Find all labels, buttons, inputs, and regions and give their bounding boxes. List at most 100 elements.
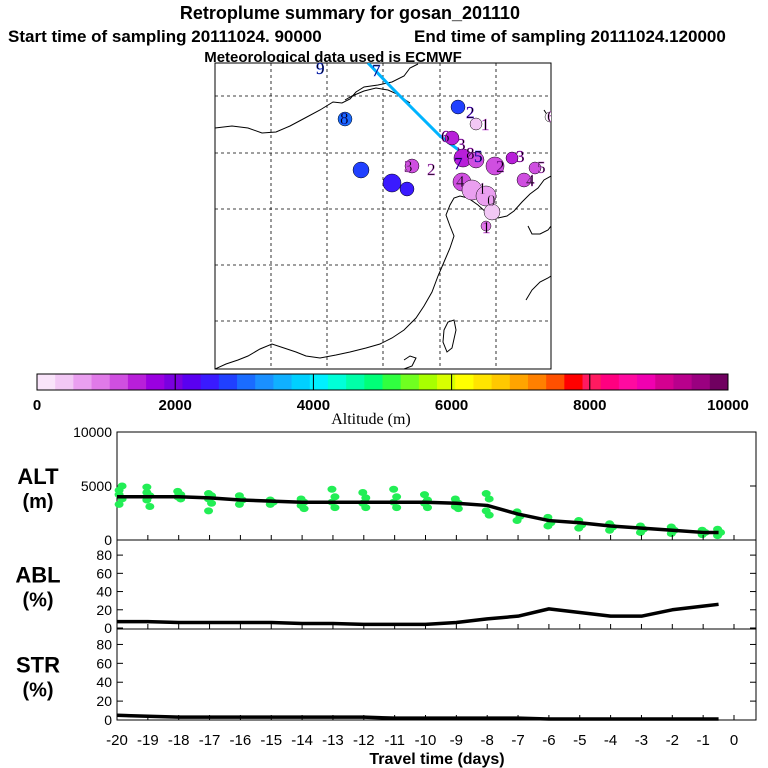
- colorbar-cell: [55, 374, 74, 390]
- colorbar-cell: [691, 374, 711, 390]
- centroid-marker: [485, 156, 505, 176]
- alt-scatter-point: [453, 505, 463, 513]
- colorbar-tick-label: 10000: [707, 397, 749, 414]
- alt-scatter-point: [114, 486, 124, 494]
- panel-yunit: (m): [22, 491, 53, 513]
- colorbar-cell: [255, 374, 274, 390]
- centroid-marker: [544, 111, 551, 123]
- alt-scatter-point: [484, 511, 494, 519]
- colorbar-cell: [346, 374, 365, 390]
- x-tick-label: -6: [542, 732, 555, 749]
- y-tick-label: 40: [96, 584, 112, 600]
- y-tick-label: 10000: [73, 424, 112, 440]
- panel-ylabel: STR: [16, 653, 60, 678]
- colorbar-tick-label: 2000: [159, 397, 192, 414]
- alt-scatter-point: [358, 488, 368, 496]
- panel-frame: [116, 431, 757, 541]
- y-tick-label: 20: [96, 693, 112, 709]
- x-axis-label: Travel time (days): [369, 751, 504, 768]
- colorbar-cell: [146, 374, 165, 390]
- plume-day-label: 6: [547, 107, 556, 126]
- y-tick-label: 40: [96, 674, 112, 690]
- colorbar-cell: [673, 374, 693, 390]
- abl-mean-line: [117, 602, 719, 627]
- plume-day-label: 2: [427, 160, 436, 179]
- centroid-marker: [337, 111, 353, 127]
- plume-day-label: 1: [481, 115, 490, 134]
- y-tick-label: 80: [96, 547, 112, 563]
- plume-day-label: 8: [466, 144, 475, 163]
- y-tick-label: 0: [104, 712, 112, 728]
- colorbar-cell: [200, 374, 220, 390]
- plume-day-label: 3: [404, 157, 413, 176]
- plume-day-label: 1: [482, 218, 491, 237]
- colorbar-cell: [309, 374, 329, 390]
- colorbar-cell: [637, 374, 656, 390]
- alt-scatter-point: [423, 504, 432, 512]
- centroid-marker: [450, 99, 466, 115]
- x-tick-label: -16: [230, 732, 252, 749]
- centroid-marker: [444, 130, 460, 146]
- plume-day-label: 3: [457, 135, 466, 154]
- panel-alt: 10000 5000 0 ALT(m): [17, 424, 757, 548]
- alt-scatter-point: [635, 528, 645, 536]
- colorbar-cell: [218, 374, 238, 390]
- colorbar-label: Altitude (m): [331, 411, 411, 428]
- alt-scatter-point: [330, 493, 340, 501]
- alt-scatter-point: [330, 504, 340, 512]
- alt-scatter-point: [299, 505, 309, 513]
- centroid-marker: [483, 203, 501, 221]
- alt-scatter-point: [392, 504, 402, 512]
- alt-scatter-point: [207, 499, 217, 507]
- colorbar-cell: [400, 374, 420, 390]
- alt-scatter-point: [361, 504, 371, 512]
- plume-day-label: 5: [537, 158, 546, 177]
- centroid-marker: [467, 151, 485, 169]
- colorbar-cell: [364, 374, 383, 390]
- alt-scatter-point: [392, 493, 402, 501]
- colorbar-cell: [164, 374, 183, 390]
- colorbar-cell: [237, 374, 256, 390]
- panel-str: 80 60 40 20 0 STR(%): [16, 628, 757, 728]
- alt-scatter-point: [605, 526, 615, 534]
- x-tick-label: -11: [384, 732, 405, 749]
- alt-scatter-point: [204, 507, 214, 515]
- centroid-marker: [475, 185, 497, 207]
- plume-day-label: 7: [454, 154, 463, 173]
- x-tick-label: -20: [106, 732, 128, 749]
- end-time-label: End time of sampling 20111024.120000: [414, 27, 726, 46]
- x-tick-label: -13: [322, 732, 344, 749]
- colorbar-cell: [109, 374, 129, 390]
- colorbar-cell: [127, 374, 147, 390]
- x-tick-label: -14: [291, 732, 313, 749]
- alt-scatter-point: [543, 522, 553, 530]
- centroid-marker: [352, 161, 370, 179]
- panel-abl: 80 60 40 20 0 ABL(%): [15, 539, 757, 636]
- colorbar-cell: [73, 374, 93, 390]
- str-mean-line: [116, 713, 719, 721]
- panel-yunit: (%): [22, 590, 53, 612]
- centroid-marker: [528, 161, 542, 175]
- y-tick-label: 20: [96, 602, 112, 618]
- x-tick-label: -17: [199, 732, 221, 749]
- colorbar-tick-label: 6000: [435, 397, 468, 414]
- colorbar-cell: [527, 374, 547, 390]
- colorbar-cell: [273, 374, 293, 390]
- plume-day-label: 1: [478, 179, 487, 198]
- alt-scatter-point: [574, 524, 584, 532]
- x-tick-label: -3: [635, 732, 648, 749]
- x-tick-label: -7: [511, 732, 524, 749]
- alt-scatter-point: [420, 491, 429, 499]
- x-tick-label: -19: [137, 732, 159, 749]
- plume-day-label: 7: [372, 61, 381, 80]
- x-tick-label: -18: [168, 732, 190, 749]
- plume-day-label: 5: [474, 147, 483, 166]
- colorbar-tick-label: 0: [33, 397, 41, 414]
- alt-scatter-point: [234, 500, 244, 508]
- met-data-label: Meteorological data used is ECMWF: [204, 49, 462, 66]
- centroid-marker: [516, 172, 532, 188]
- alt-scatter-point: [361, 494, 371, 502]
